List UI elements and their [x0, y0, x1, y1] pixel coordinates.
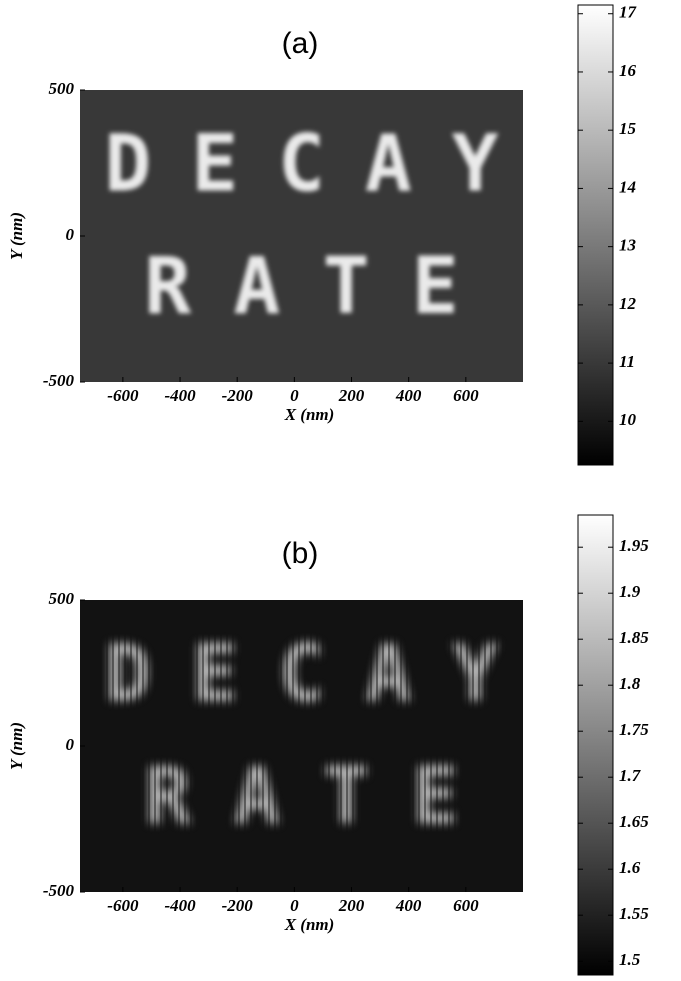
colorbar-tick-label: 1.85: [619, 628, 649, 647]
y-tick-label: -500: [43, 881, 75, 900]
x-tick-label: -400: [164, 386, 196, 405]
x-tick-label: -600: [107, 386, 139, 405]
y-tick-label: 0: [66, 225, 75, 244]
colorbar-tick-label: 12: [619, 294, 637, 313]
heatmap-background: [80, 90, 523, 382]
heatmap-background: [80, 600, 523, 892]
x-tick-label: -200: [222, 896, 254, 915]
colorbar-tick-label: 14: [619, 177, 636, 196]
y-tick-label: 500: [49, 79, 75, 98]
x-tick-label: 200: [338, 386, 365, 405]
colorbar-tick-label: 15: [619, 119, 637, 138]
colorbar-tick-label: 11: [619, 352, 635, 371]
colorbar-tick-label: 16: [619, 61, 637, 80]
colorbar-tick-label: 1.75: [619, 720, 649, 739]
colorbar-tick-label: 10: [619, 410, 637, 429]
colorbar: [577, 514, 614, 976]
x-tick-label: -200: [222, 386, 254, 405]
colorbar-tick-label: 1.55: [619, 904, 649, 923]
colorbar-tick-label: 1.95: [619, 536, 649, 555]
colorbar-tick-label: 13: [619, 236, 637, 255]
y-tick-label: -500: [43, 371, 75, 390]
x-tick-label: 600: [453, 386, 479, 405]
x-tick-label: 400: [395, 386, 422, 405]
colorbar-tick-label: 17: [619, 3, 638, 22]
x-tick-label: -400: [164, 896, 196, 915]
colorbar-tick-label: 1.8: [619, 674, 641, 693]
y-tick-label: 0: [66, 735, 75, 754]
colorbar: [577, 4, 614, 466]
colorbar-tick-label: 1.6: [619, 858, 641, 877]
x-tick-label: 0: [290, 896, 299, 915]
x-axis-label: X (nm): [284, 915, 335, 934]
y-tick-label: 500: [49, 589, 75, 608]
y-axis-label: Y (nm): [7, 212, 26, 260]
colorbar-tick-label: 1.7: [619, 766, 642, 785]
colorbar-tick-label: 1.65: [619, 812, 649, 831]
x-tick-label: 200: [338, 896, 365, 915]
y-axis-label: Y (nm): [7, 722, 26, 770]
chart-title: (a): [282, 27, 319, 60]
x-tick-label: 0: [290, 386, 299, 405]
chart-title: (b): [282, 537, 319, 570]
x-tick-label: 400: [395, 896, 422, 915]
x-tick-label: -600: [107, 896, 139, 915]
x-tick-label: 600: [453, 896, 479, 915]
x-axis-label: X (nm): [284, 405, 335, 424]
colorbar-tick-label: 1.9: [619, 582, 641, 601]
colorbar-tick-label: 1.5: [619, 950, 641, 969]
